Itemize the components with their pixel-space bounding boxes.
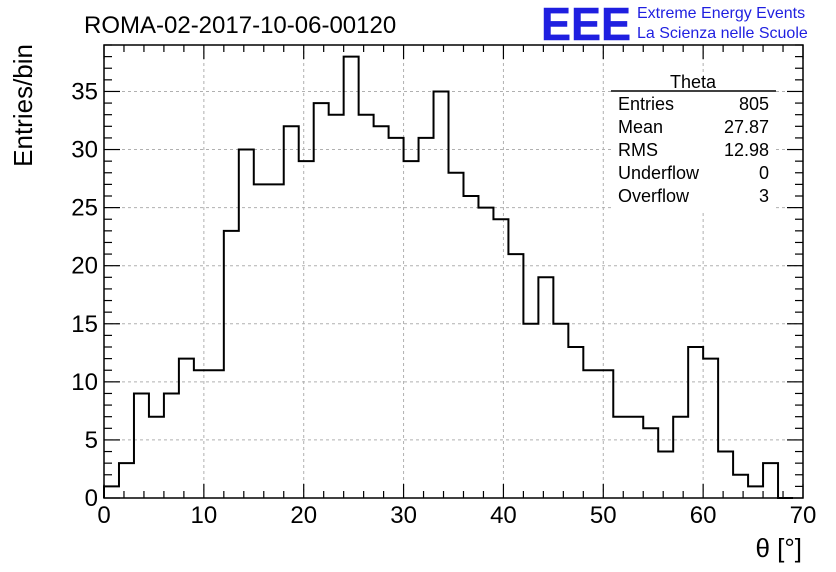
stats-value-overflow: 3 (759, 186, 769, 206)
histogram-bin (104, 486, 119, 498)
histogram-bin (568, 347, 583, 498)
y-tick-label: 20 (71, 253, 98, 280)
stats-value-underflow: 0 (759, 163, 769, 183)
histogram-bin (359, 115, 374, 498)
y-tick-label: 10 (71, 369, 98, 396)
stats-value-mean: 27.87 (724, 117, 769, 137)
histogram-bin (763, 463, 778, 498)
histogram-bin (329, 115, 344, 498)
histogram-bin (613, 417, 628, 498)
logo-line-1: Extreme Energy Events (637, 5, 805, 22)
histogram-bin (673, 417, 688, 498)
histogram-bin (493, 219, 508, 498)
y-tick-label: 15 (71, 311, 98, 338)
grid-lines (104, 45, 803, 498)
histogram-bin (164, 393, 179, 498)
histogram-bin (404, 161, 419, 498)
y-tick-labels: 0 5 10 15 20 25 30 35 (71, 78, 98, 512)
histogram-bin (239, 150, 254, 498)
histogram-bin (478, 208, 493, 498)
y-tick-label: 0 (85, 485, 98, 512)
histogram-bin (553, 324, 568, 498)
histogram-bin (583, 370, 598, 498)
stats-label-underflow: Underflow (618, 163, 700, 183)
x-tick-label: 70 (790, 502, 817, 529)
histogram-bin (643, 428, 658, 498)
histogram-bin (314, 103, 329, 498)
x-tick-label: 60 (690, 502, 717, 529)
stats-box: Theta Entries 805 Mean 27.87 RMS 12.98 U… (611, 72, 776, 210)
histogram-bin (419, 138, 434, 498)
stats-label-mean: Mean (618, 117, 663, 137)
histogram-bin (688, 347, 703, 498)
x-tick-labels: 0 10 20 30 40 50 60 70 (97, 502, 816, 529)
plot-frame (103, 44, 804, 499)
histogram-bin (134, 393, 149, 498)
histogram-bin (149, 417, 164, 498)
x-tick-label: 40 (490, 502, 517, 529)
x-tick-label: 50 (590, 502, 617, 529)
x-tick-label: 0 (97, 502, 110, 529)
y-tick-label: 25 (71, 195, 98, 222)
axis-ticks (103, 44, 804, 499)
stats-value-rms: 12.98 (724, 140, 769, 160)
stats-value-entries: 805 (739, 94, 769, 114)
histogram-bin (463, 196, 478, 498)
x-tick-label: 10 (191, 502, 218, 529)
stats-box-title: Theta (670, 72, 717, 92)
histogram-bin (194, 370, 209, 498)
histogram-bin (508, 254, 523, 498)
histogram-bin (658, 452, 673, 498)
histogram-bin (748, 486, 763, 498)
histogram-bin (299, 161, 314, 498)
eee-logo: EEE (541, 0, 631, 50)
stats-label-entries: Entries (618, 94, 674, 114)
histogram-bin (374, 126, 389, 498)
logo-line-2: La Scienza nelle Scuole (637, 25, 808, 42)
histogram-bin (119, 463, 134, 498)
x-tick-label: 30 (390, 502, 417, 529)
histogram-bin (733, 475, 748, 498)
histogram-bin (254, 184, 269, 498)
stats-label-overflow: Overflow (618, 186, 690, 206)
histogram-outline (103, 55, 794, 499)
histogram-bin (179, 359, 194, 498)
x-axis-label: θ [°] (755, 533, 802, 563)
x-tick-label: 20 (290, 502, 317, 529)
y-tick-label: 35 (71, 78, 98, 105)
histogram-bin (628, 417, 643, 498)
histogram-bin (598, 370, 613, 498)
histogram-bin (449, 173, 464, 498)
chart-title: ROMA-02-2017-10-06-00120 (84, 12, 396, 39)
histogram-bin (389, 138, 404, 498)
histogram-bin (344, 57, 359, 498)
histogram-bin (434, 91, 449, 498)
y-tick-label: 5 (85, 427, 98, 454)
histogram-bin (523, 324, 538, 498)
histogram-bin (284, 126, 299, 498)
stats-label-rms: RMS (618, 140, 658, 160)
histogram-bin (269, 184, 284, 498)
y-tick-label: 30 (71, 137, 98, 164)
y-axis-label: Entries/bin (8, 44, 38, 167)
histogram-bin (703, 359, 718, 498)
histogram-bin (538, 277, 553, 498)
histogram-bin (718, 452, 733, 498)
histogram-bin (224, 231, 239, 498)
stats-box-background (611, 74, 776, 210)
histogram-bin (209, 370, 224, 498)
